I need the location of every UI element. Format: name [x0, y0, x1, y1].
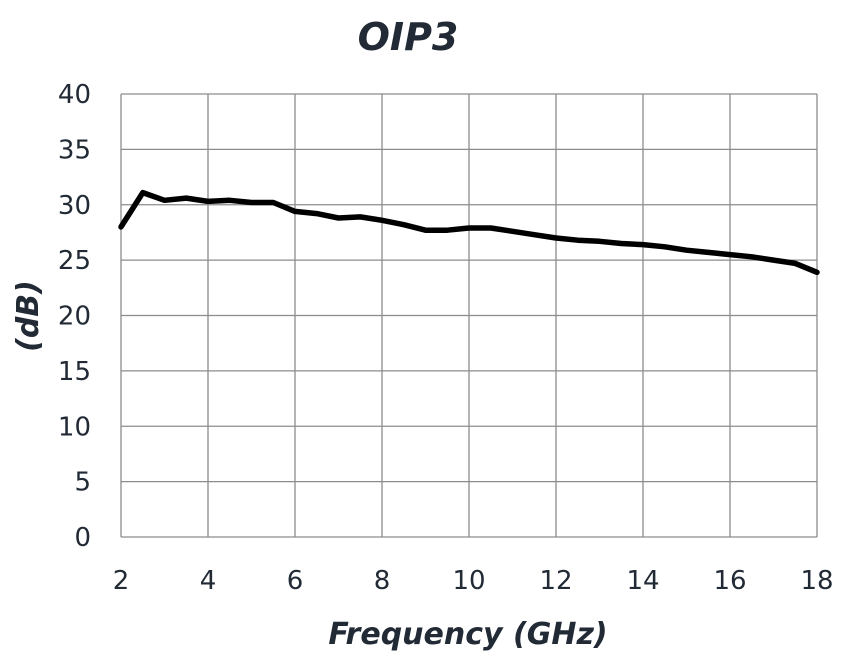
- y-tick-label: 30: [58, 191, 91, 221]
- y-tick-label: 5: [74, 468, 91, 498]
- grid: [120, 93, 818, 538]
- x-tick-label: 10: [452, 566, 485, 596]
- y-tick-label: 10: [58, 412, 91, 442]
- x-tick-label: 4: [200, 566, 217, 596]
- y-tick-label: 20: [58, 302, 91, 332]
- x-tick-label: 2: [113, 566, 130, 596]
- x-tick-label: 14: [626, 566, 659, 596]
- series-layer: [118, 189, 820, 276]
- y-tick-label: 35: [58, 135, 91, 165]
- y-tick-label: 0: [74, 523, 91, 553]
- chart-title: OIP3: [358, 15, 459, 59]
- y-tick-label: 25: [58, 246, 91, 276]
- x-tick-label: 12: [539, 566, 572, 596]
- x-axis-title: Frequency (GHz): [328, 617, 607, 652]
- x-tick-label: 18: [800, 566, 833, 596]
- x-tick-label: 16: [713, 566, 746, 596]
- y-tick-label: 40: [58, 80, 91, 110]
- x-tick-label: 8: [374, 566, 391, 596]
- y-axis-ticks: 0 5 10 15 20 25 30 35 40: [58, 80, 91, 553]
- y-tick-label: 15: [58, 357, 91, 387]
- x-axis-ticks: 2 4 6 8 10 12 14 16 18: [113, 566, 834, 596]
- series-line-0: [118, 189, 820, 276]
- x-tick-label: 6: [287, 566, 304, 596]
- y-axis-title: (dB): [11, 280, 46, 352]
